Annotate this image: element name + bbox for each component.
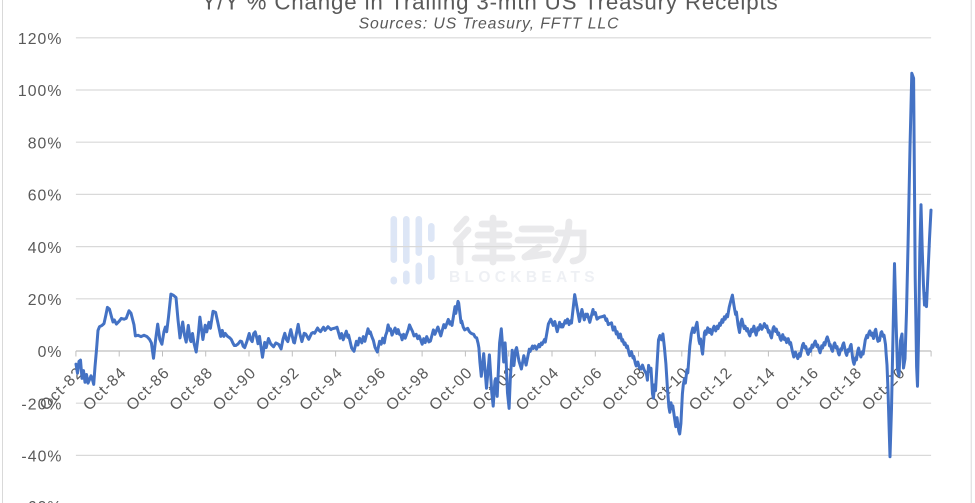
svg-text:20%: 20% bbox=[28, 292, 63, 309]
svg-text:Sources: US Treasury, FFTT LLC: Sources: US Treasury, FFTT LLC bbox=[359, 16, 620, 33]
svg-text:-60%: -60% bbox=[21, 499, 62, 503]
svg-text:0%: 0% bbox=[38, 344, 63, 361]
svg-text:80%: 80% bbox=[28, 135, 63, 152]
svg-text:60%: 60% bbox=[28, 188, 63, 205]
svg-text:100%: 100% bbox=[18, 83, 63, 100]
svg-text:Y/Y % Change in Trailing 3-mth: Y/Y % Change in Trailing 3-mth US Treasu… bbox=[201, 0, 778, 15]
svg-text:-40%: -40% bbox=[21, 449, 62, 466]
svg-text:-20%: -20% bbox=[21, 396, 62, 413]
svg-text:120%: 120% bbox=[18, 31, 63, 48]
svg-text:BLOCKBEATS: BLOCKBEATS bbox=[449, 269, 599, 286]
svg-text:40%: 40% bbox=[28, 240, 63, 257]
